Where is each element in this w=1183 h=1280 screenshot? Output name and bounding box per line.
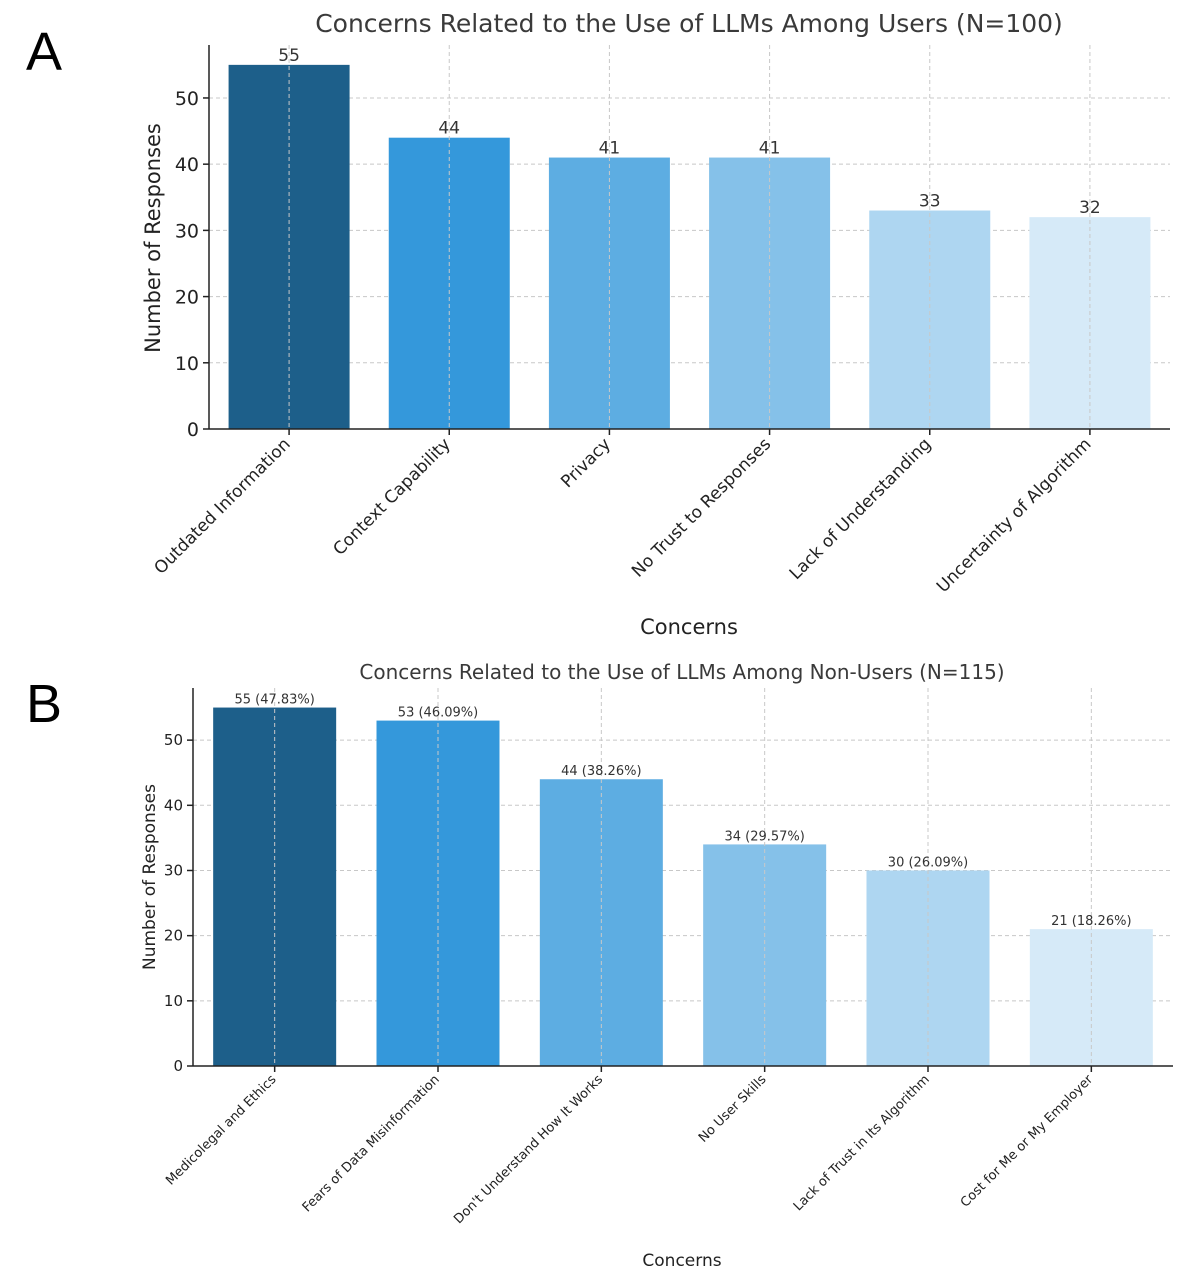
y-tick-label-b-2: 20 <box>164 927 183 945</box>
chart-title-b: Concerns Related to the Use of LLMs Amon… <box>359 660 1004 684</box>
value-label-a-0: 55 <box>278 46 300 66</box>
panel-label-b: B <box>26 674 62 734</box>
value-label-b-0: 55 (47.83%) <box>234 693 314 708</box>
category-label-b-0: Medicolegal and Ethics <box>163 1072 279 1188</box>
plot-area-b: 55 (47.83%) 53 (46.09%) 44 (38.26%) 34 (29.… <box>163 688 1173 1227</box>
panel-label-a: A <box>26 22 62 82</box>
category-label-a-0: Outdated Information <box>151 434 295 578</box>
y-tick-label-b-5: 50 <box>164 731 183 749</box>
value-label-a-3: 41 <box>759 139 781 159</box>
category-label-a-2: Privacy <box>557 434 615 492</box>
y-tick-label-b-3: 30 <box>164 861 183 879</box>
y-tick-label-b-4: 40 <box>164 796 183 814</box>
value-label-b-1: 53 (46.09%) <box>398 706 478 721</box>
category-label-b-1: Fears of Data Misinformation <box>300 1072 443 1215</box>
category-label-a-1: Context Capability <box>329 434 454 559</box>
y-tick-label-b-0: 0 <box>173 1057 183 1075</box>
plot-area-a: 55 44 41 41 33 32 0 10 20 30 40 50 Outdated Informat… <box>151 45 1170 597</box>
x-axis-label-a: Concerns <box>640 615 738 639</box>
y-tick-label-a-3: 30 <box>175 220 199 242</box>
value-label-b-5: 21 (18.26%) <box>1051 914 1131 929</box>
y-axis-label-b: Number of Responses <box>140 784 160 970</box>
category-label-b-5: Cost for Me or My Employer <box>958 1072 1097 1211</box>
value-label-b-3: 34 (29.57%) <box>724 829 804 844</box>
category-label-b-3: No User Skills <box>696 1072 770 1146</box>
category-label-b-4: Lack of Trust in Its Algorithm <box>791 1072 933 1214</box>
x-axis-label-b: Concerns <box>642 1251 721 1271</box>
category-label-b-2: Don't Understand How It Works <box>451 1072 606 1227</box>
value-label-b-4: 30 (26.09%) <box>888 855 968 870</box>
category-label-a-4: Lack of Understanding <box>786 434 936 584</box>
y-tick-label-a-0: 0 <box>187 419 199 441</box>
y-tick-label-a-5: 50 <box>175 88 199 110</box>
bar-a-5 <box>1029 217 1151 429</box>
value-label-a-4: 33 <box>919 192 941 212</box>
value-label-a-5: 32 <box>1079 198 1101 218</box>
chart-title-a: Concerns Related to the Use of LLMs Amon… <box>315 9 1063 38</box>
value-label-a-2: 41 <box>599 139 621 159</box>
y-tick-label-a-1: 10 <box>175 353 199 375</box>
value-label-b-2: 44 (38.26%) <box>561 764 641 779</box>
y-axis-label-a: Number of Responses <box>141 123 165 353</box>
category-label-a-5: Uncertainty of Algorithm <box>933 434 1095 596</box>
y-tick-label-a-2: 20 <box>175 287 199 309</box>
value-label-a-1: 44 <box>438 119 460 139</box>
y-tick-label-a-4: 40 <box>175 154 199 176</box>
category-label-a-3: No Trust to Responses <box>628 434 775 581</box>
y-tick-label-b-1: 10 <box>164 992 183 1010</box>
